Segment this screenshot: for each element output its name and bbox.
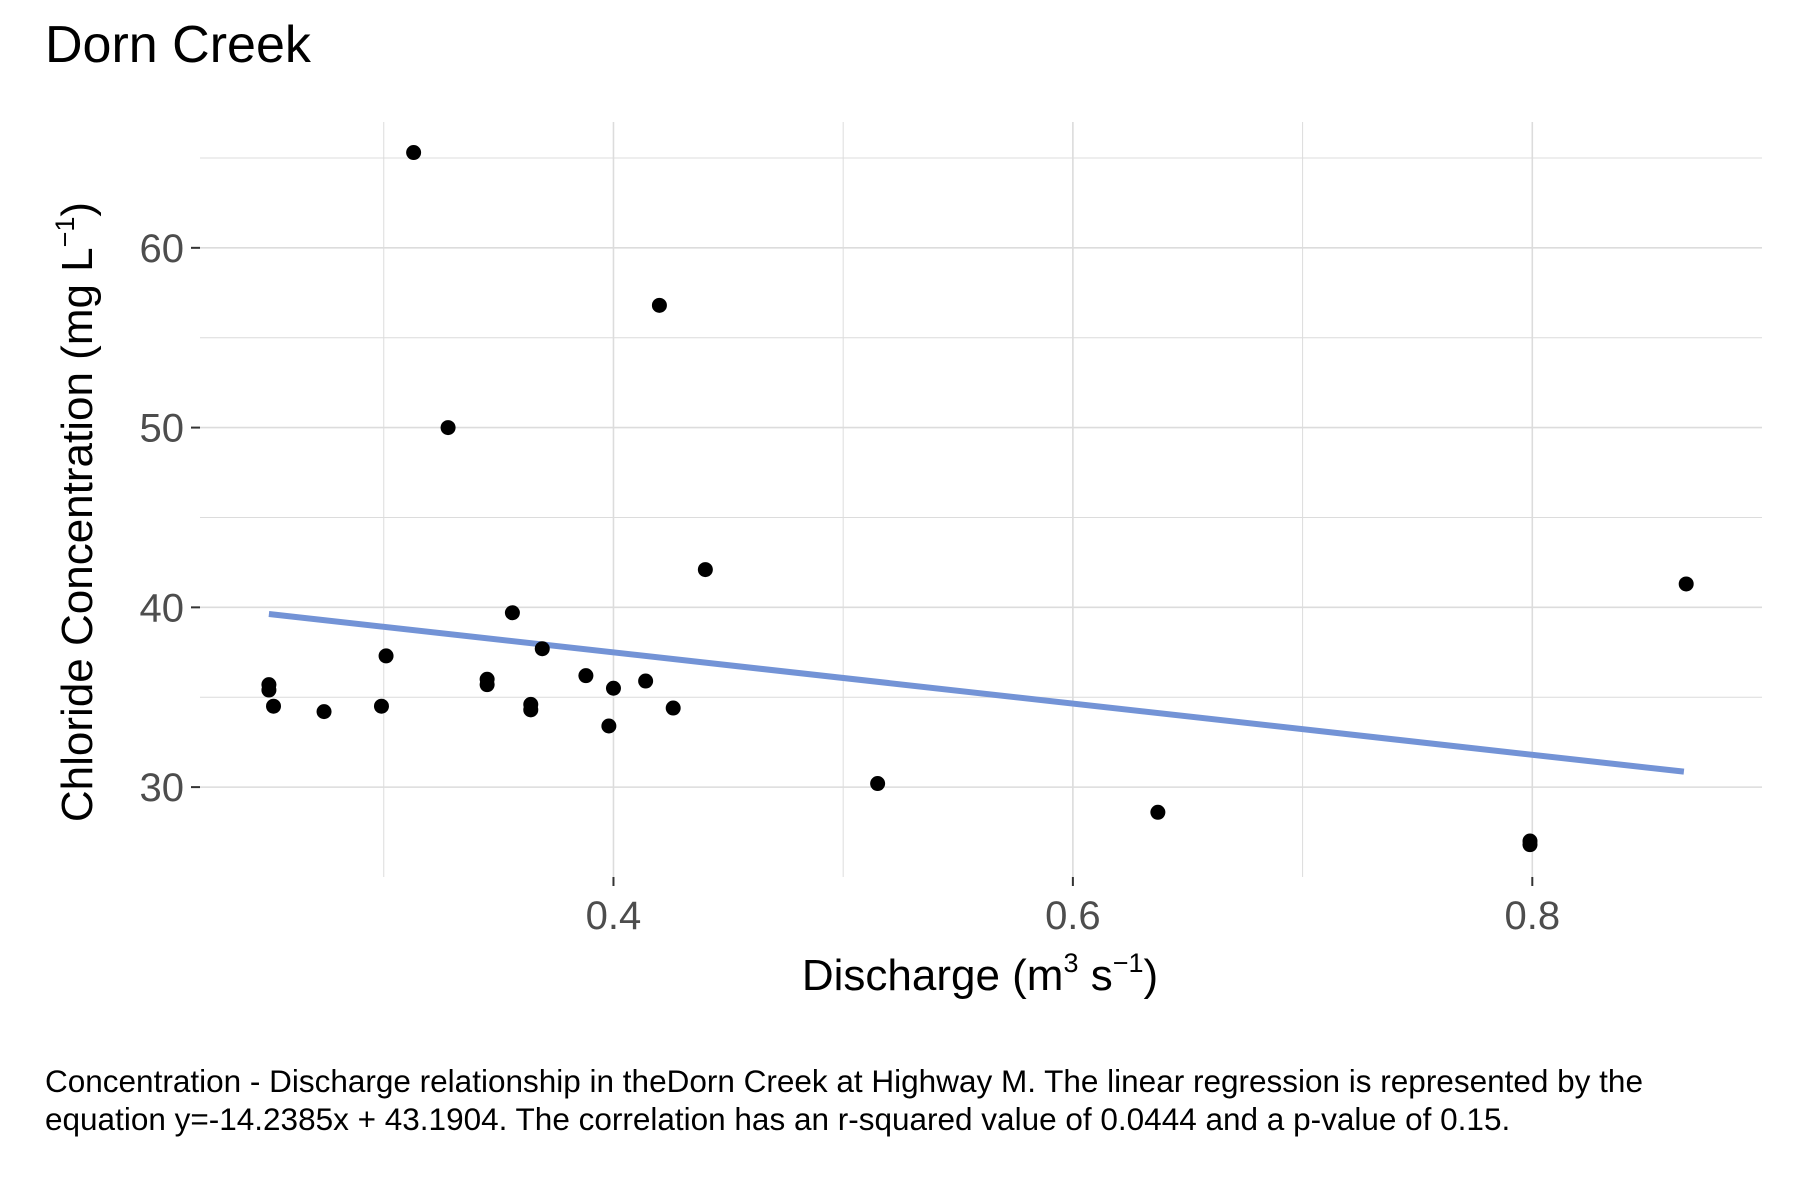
data-point (1150, 804, 1166, 820)
y-tick-label: 60 (140, 227, 185, 271)
x-axis-title: Discharge (m3 s−1) (802, 948, 1158, 1000)
x-tick-label: 0.4 (586, 894, 642, 938)
x-axis-title-exp1: 3 (1063, 948, 1078, 978)
data-point (601, 718, 617, 734)
axis-ticks (191, 246, 1534, 886)
data-point (605, 680, 621, 696)
minor-gridlines (200, 122, 1762, 877)
data-point (266, 698, 282, 714)
data-point (406, 145, 422, 161)
data-point (534, 641, 550, 657)
data-point (870, 776, 886, 792)
data-point (504, 605, 520, 621)
data-point (479, 677, 495, 693)
y-axis-title-exp: −1 (50, 217, 80, 248)
data-point (1678, 576, 1694, 592)
y-tick-label: 40 (140, 586, 185, 630)
data-point (378, 648, 394, 664)
data-point (697, 562, 713, 578)
x-tick-label: 0.6 (1045, 894, 1101, 938)
y-axis-title-end: ) (53, 202, 102, 217)
chart-title: Dorn Creek (45, 16, 311, 74)
data-point (440, 420, 456, 436)
major-gridlines (200, 122, 1762, 877)
data-point (651, 297, 667, 313)
x-axis-title-mid: s (1078, 951, 1112, 1000)
data-point (523, 702, 539, 718)
x-tick-label: 0.8 (1504, 894, 1560, 938)
y-axis-title-base: Chloride Concentration (mg L (53, 247, 102, 822)
data-point (638, 673, 654, 689)
data-point (1522, 837, 1538, 853)
y-axis-title: Chloride Concentration (mg L−1) (50, 202, 102, 822)
x-axis-title-end: ) (1144, 951, 1159, 1000)
regression-line-group (268, 611, 1685, 775)
y-tick-label: 50 (140, 407, 185, 451)
data-point (261, 682, 277, 698)
regression-line (268, 611, 1685, 775)
data-point (665, 700, 681, 716)
y-tick-label: 30 (140, 766, 185, 810)
x-axis-title-exp2: −1 (1113, 948, 1144, 978)
x-axis-title-base: Discharge (m (802, 951, 1064, 1000)
data-point (316, 704, 332, 720)
x-tick-labels: 0.4 0.6 0.8 (586, 894, 1560, 938)
data-points (261, 145, 1694, 853)
data-point (578, 668, 594, 684)
figure-caption: Concentration - Discharge relationship i… (45, 1063, 1643, 1137)
data-point (373, 698, 389, 714)
y-tick-labels: 30 40 50 60 (140, 227, 185, 810)
